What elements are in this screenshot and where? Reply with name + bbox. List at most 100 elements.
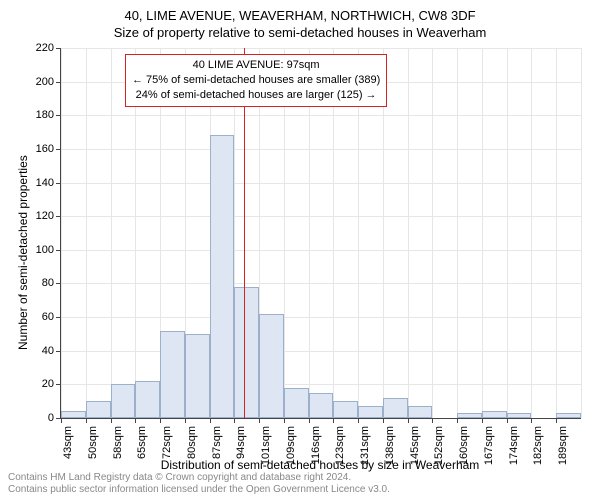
xtick-label: 87sqm	[211, 426, 223, 466]
ytick-label: 120	[0, 210, 54, 222]
histogram-bar	[507, 413, 532, 418]
xtick	[408, 418, 409, 423]
annotation-line: 24% of semi-detached houses are larger (…	[132, 88, 380, 103]
ytick-label: 40	[0, 345, 54, 357]
gridline-h	[61, 48, 581, 49]
footer-line: Contains HM Land Registry data © Crown c…	[8, 472, 390, 484]
histogram-bar	[482, 411, 507, 418]
xtick-label: 50sqm	[87, 426, 99, 466]
xtick-label: 101sqm	[260, 426, 272, 466]
gridline-v	[482, 48, 483, 418]
gridline-h	[61, 115, 581, 116]
gridline-v	[457, 48, 458, 418]
xtick-label: 43sqm	[62, 426, 74, 466]
xtick	[160, 418, 161, 423]
histogram-bar	[160, 331, 185, 418]
gridline-h	[61, 283, 581, 284]
ytick-label: 140	[0, 177, 54, 189]
annotation-line: ← 75% of semi-detached houses are smalle…	[132, 73, 380, 88]
gridline-h	[61, 216, 581, 217]
gridline-v	[86, 48, 87, 418]
histogram-bar	[309, 393, 334, 418]
histogram-bar	[284, 388, 309, 418]
ytick-label: 80	[0, 277, 54, 289]
gridline-v	[408, 48, 409, 418]
xtick-label: 116sqm	[310, 426, 322, 466]
ytick-label: 180	[0, 109, 54, 121]
histogram-bar	[383, 398, 408, 418]
gridline-v	[556, 48, 557, 418]
gridline-h	[61, 351, 581, 352]
annotation-box: 40 LIME AVENUE: 97sqm← 75% of semi-detac…	[125, 54, 387, 107]
xtick-label: 123sqm	[334, 426, 346, 466]
histogram-bar	[234, 287, 259, 418]
ytick-label: 160	[0, 143, 54, 155]
ytick-label: 0	[0, 412, 54, 424]
title-main: 40, LIME AVENUE, WEAVERHAM, NORTHWICH, C…	[0, 0, 600, 23]
xtick	[531, 418, 532, 423]
histogram-bar	[86, 401, 111, 418]
xtick	[234, 418, 235, 423]
xtick-label: 160sqm	[458, 426, 470, 466]
xtick-label: 182sqm	[532, 426, 544, 466]
gridline-h	[61, 317, 581, 318]
xtick-label: 174sqm	[508, 426, 520, 466]
xtick	[432, 418, 433, 423]
histogram-bar	[457, 413, 482, 418]
histogram-bar	[259, 314, 284, 418]
gridline-h	[61, 149, 581, 150]
xtick	[309, 418, 310, 423]
gridline-v	[581, 48, 582, 418]
xtick	[333, 418, 334, 423]
xtick	[111, 418, 112, 423]
histogram-bar	[210, 135, 235, 418]
ytick-label: 100	[0, 244, 54, 256]
ytick-label: 200	[0, 76, 54, 88]
gridline-v	[531, 48, 532, 418]
xtick-label: 94sqm	[235, 426, 247, 466]
xtick	[86, 418, 87, 423]
xtick	[210, 418, 211, 423]
title-sub: Size of property relative to semi-detach…	[0, 23, 600, 40]
histogram-bar	[358, 406, 383, 418]
xtick-label: 189sqm	[557, 426, 569, 466]
xtick-label: 152sqm	[433, 426, 445, 466]
xtick	[185, 418, 186, 423]
xtick	[259, 418, 260, 423]
gridline-h	[61, 183, 581, 184]
xtick-label: 72sqm	[161, 426, 173, 466]
xtick-label: 80sqm	[186, 426, 198, 466]
xtick	[556, 418, 557, 423]
xtick-label: 65sqm	[136, 426, 148, 466]
xtick-label: 109sqm	[285, 426, 297, 466]
footer-line: Contains public sector information licen…	[8, 484, 390, 496]
gridline-v	[111, 48, 112, 418]
xtick	[284, 418, 285, 423]
xtick	[507, 418, 508, 423]
gridline-v	[507, 48, 508, 418]
histogram-bar	[556, 413, 581, 418]
xtick	[457, 418, 458, 423]
annotation-line: 40 LIME AVENUE: 97sqm	[132, 58, 380, 73]
histogram-bar	[333, 401, 358, 418]
gridline-v	[61, 48, 62, 418]
xtick	[61, 418, 62, 423]
chart-container: 40, LIME AVENUE, WEAVERHAM, NORTHWICH, C…	[0, 0, 600, 500]
xtick-label: 145sqm	[409, 426, 421, 466]
gridline-h	[61, 250, 581, 251]
histogram-bar	[185, 334, 210, 418]
histogram-bar	[111, 384, 136, 418]
ytick-label: 60	[0, 311, 54, 323]
xtick-label: 167sqm	[483, 426, 495, 466]
xtick	[135, 418, 136, 423]
histogram-bar	[408, 406, 433, 418]
xtick-label: 58sqm	[112, 426, 124, 466]
xtick	[358, 418, 359, 423]
ytick-label: 220	[0, 42, 54, 54]
footer-attribution: Contains HM Land Registry data © Crown c…	[8, 472, 390, 496]
xtick	[482, 418, 483, 423]
histogram-bar	[135, 381, 160, 418]
xtick-label: 131sqm	[359, 426, 371, 466]
gridline-v	[432, 48, 433, 418]
histogram-bar	[61, 411, 86, 418]
